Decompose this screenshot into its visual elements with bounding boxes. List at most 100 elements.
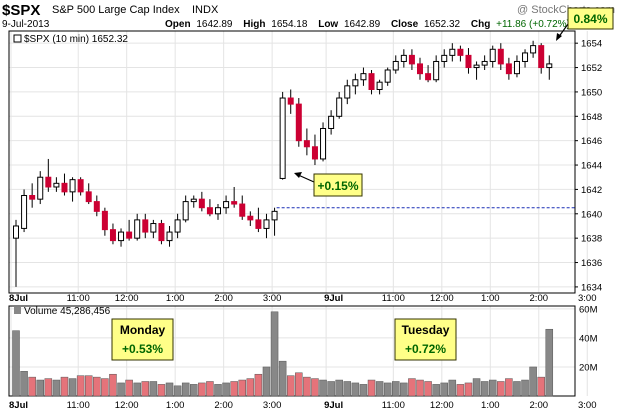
candle-body bbox=[109, 229, 116, 242]
candle-body bbox=[37, 176, 44, 200]
volume-bar bbox=[319, 379, 327, 397]
candle-body bbox=[206, 207, 213, 215]
candle-body bbox=[150, 223, 157, 233]
volume-bar bbox=[181, 382, 190, 397]
candle-body bbox=[61, 182, 68, 193]
candle-body bbox=[352, 79, 359, 87]
volume-bar bbox=[464, 382, 473, 397]
volume-bar bbox=[513, 381, 521, 397]
time-tick-label: 2:00 bbox=[530, 400, 549, 411]
price-tick-label: 1652 bbox=[581, 63, 602, 74]
volume-bar bbox=[214, 384, 222, 397]
volume-axis: 20M 40M 60M bbox=[579, 304, 598, 373]
candle-body bbox=[376, 81, 383, 90]
volume-bar bbox=[351, 382, 360, 397]
candle-body bbox=[271, 210, 278, 221]
volume-legend-text: Volume 45,286,456 bbox=[24, 306, 111, 317]
time-tick-label: 8Jul bbox=[9, 400, 28, 411]
volume-bar bbox=[254, 373, 263, 397]
candle-body bbox=[174, 219, 181, 233]
open-label: Open bbox=[165, 19, 191, 30]
chart-title: S&P 500 Large Cap Index bbox=[52, 4, 180, 16]
volume-bar bbox=[270, 311, 279, 397]
time-axis: 8Jul 8Jul 11:00 11:00 12:00 12:00 1:00 1:00 2:00… bbox=[9, 293, 597, 411]
volume-bar bbox=[133, 382, 141, 397]
volume-bar bbox=[408, 378, 416, 397]
gap-callout-box bbox=[313, 173, 363, 197]
candle-body bbox=[441, 54, 448, 62]
candle-body bbox=[320, 127, 327, 160]
chart-date: 9-Jul-2013 bbox=[2, 19, 50, 30]
candle-body bbox=[489, 48, 496, 62]
chg-label: Chg bbox=[471, 19, 490, 30]
volume-bar bbox=[327, 381, 335, 397]
volume-bar bbox=[157, 384, 166, 397]
close-label: Close bbox=[391, 19, 419, 30]
candle-body bbox=[69, 179, 76, 193]
price-tick-label: 1654 bbox=[581, 39, 602, 50]
candle-body bbox=[303, 140, 310, 148]
price-tick-label: 1650 bbox=[581, 87, 602, 98]
candle-body bbox=[45, 176, 52, 188]
tuesday-callout-box bbox=[394, 318, 457, 361]
candle-body bbox=[247, 215, 254, 221]
time-tick-label: 9Jul bbox=[324, 400, 343, 411]
gap-callout: +0.15% bbox=[294, 172, 363, 197]
time-tick-label: 12:00 bbox=[115, 293, 139, 304]
volume-bar bbox=[230, 381, 238, 397]
tuesday-callout-title: Tuesday bbox=[402, 323, 450, 337]
volume-bar bbox=[262, 366, 271, 397]
volume-legend-swatch bbox=[14, 307, 21, 314]
candle-body bbox=[13, 225, 19, 239]
candle-body bbox=[449, 48, 456, 56]
chg-value: +11.86 (+0.72%) bbox=[496, 19, 570, 30]
volume-bar bbox=[375, 381, 384, 397]
time-tick-label: 2:00 bbox=[214, 293, 233, 304]
volume-bar bbox=[359, 384, 368, 397]
candle-body bbox=[21, 195, 28, 229]
gap-arrow-head bbox=[294, 172, 302, 178]
volume-tick-label: 40M bbox=[579, 333, 598, 344]
time-tick-label: 1:00 bbox=[481, 293, 500, 304]
candle-body bbox=[328, 115, 335, 129]
volume-bar bbox=[93, 376, 101, 397]
price-tick-label: 1648 bbox=[581, 112, 602, 123]
candle-body bbox=[29, 195, 36, 200]
time-tick-label: 12:00 bbox=[115, 400, 139, 411]
volume-bar bbox=[367, 379, 376, 397]
price-tick-label: 1634 bbox=[581, 282, 602, 293]
candle-body bbox=[311, 146, 318, 160]
candle-body bbox=[344, 85, 351, 99]
candle-body bbox=[182, 201, 189, 221]
high-value: 1654.18 bbox=[271, 19, 308, 30]
candle-body bbox=[392, 60, 399, 71]
time-tick-label: 2:00 bbox=[214, 400, 233, 411]
volume-bar bbox=[440, 382, 448, 397]
volume-bar bbox=[165, 382, 174, 397]
volume-bar bbox=[448, 379, 457, 397]
volume-bar bbox=[392, 381, 400, 397]
candle-body bbox=[231, 201, 238, 205]
volume-tick-label: 20M bbox=[579, 362, 598, 373]
volume-bar bbox=[28, 376, 36, 397]
candle-body bbox=[425, 73, 432, 81]
volume-bar bbox=[173, 385, 182, 397]
volume-bar bbox=[416, 379, 424, 397]
candle-body bbox=[255, 219, 262, 229]
time-tick-label: 11:00 bbox=[382, 293, 405, 304]
monday-callout-value: +0.53% bbox=[122, 342, 163, 356]
price-legend-swatch bbox=[13, 34, 22, 43]
candle-body bbox=[457, 48, 464, 56]
low-value: 1642.89 bbox=[344, 19, 381, 30]
quote-line: Open 1642.89 High 1654.18 Low 1642.89 Cl… bbox=[165, 19, 570, 30]
volume-bar bbox=[109, 373, 117, 397]
volume-bar bbox=[424, 381, 432, 397]
volume-bar bbox=[246, 378, 255, 397]
price-tick-label: 1642 bbox=[581, 185, 602, 196]
volume-bar bbox=[335, 379, 343, 397]
volume-bar bbox=[52, 379, 61, 397]
time-tick-label: 1:00 bbox=[166, 293, 185, 304]
candle-body bbox=[158, 223, 165, 242]
time-tick-label: 3:00 bbox=[578, 400, 597, 411]
time-tick-label: 2:00 bbox=[530, 293, 549, 304]
